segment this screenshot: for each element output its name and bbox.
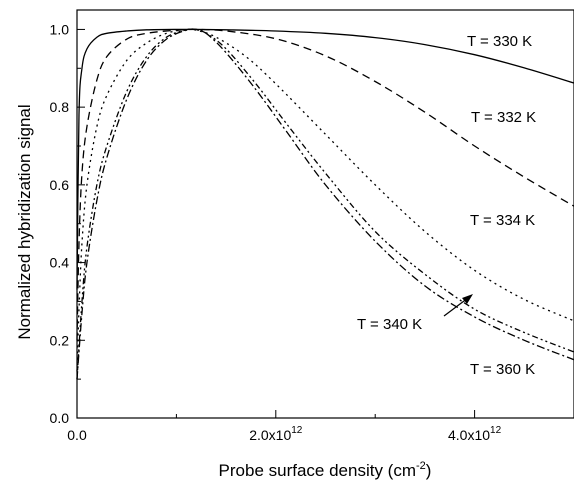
label-t-334: T = 334 K [470, 212, 535, 229]
x-tick-label-exp: 12 [490, 425, 502, 436]
x-tick-label: 2.0x1012 [249, 425, 303, 443]
series-group [76, 28, 574, 380]
series-line-t334 [76, 28, 574, 372]
x-axis-label: Probe surface density (cm-2) [219, 460, 432, 480]
series-line-t340 [76, 28, 574, 380]
x-tick-label-exp: 12 [291, 425, 303, 436]
y-axis-label: Normalized hybridization signal [15, 104, 34, 339]
x-axis-label-exp: -2 [416, 460, 426, 472]
x-tick-label-main: 0.0 [67, 427, 87, 443]
label-t-340: T = 340 K [357, 316, 422, 333]
y-tick-label: 0.6 [50, 177, 70, 193]
x-axis-label-close: ) [426, 461, 432, 480]
label-t-330: T = 330 K [467, 33, 532, 50]
y-tick-label: 0.4 [50, 255, 70, 271]
series-line-t330 [76, 28, 574, 290]
series-line-t360 [76, 28, 574, 380]
x-tick-label-main: 4.0x10 [448, 427, 490, 443]
label-t-332: T = 332 K [471, 109, 536, 126]
x-tick-label: 4.0x1012 [448, 425, 502, 443]
y-tick-label: 0.2 [50, 332, 70, 348]
y-tick-label: 1.0 [50, 21, 70, 37]
arrow-t-340 [443, 294, 473, 317]
x-tick-label-main: 2.0x10 [249, 427, 291, 443]
x-tick-label: 0.0 [67, 427, 87, 443]
y-tick-label: 0.0 [50, 410, 70, 426]
y-tick-label: 0.8 [50, 99, 70, 115]
plot-frame [76, 9, 574, 419]
x-axis-label-main: Probe surface density (cm [219, 461, 416, 480]
label-t-360: T = 360 K [470, 361, 535, 378]
